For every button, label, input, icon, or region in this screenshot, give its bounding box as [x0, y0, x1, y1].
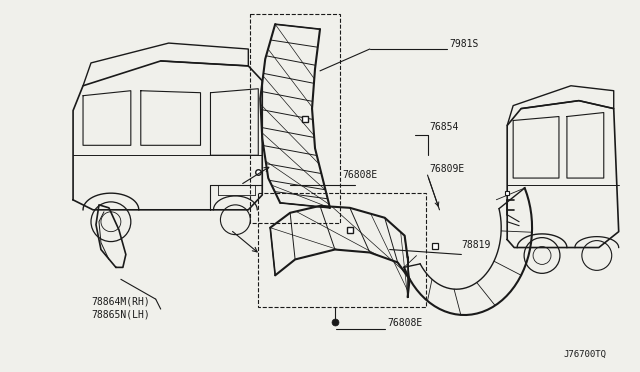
Text: 78864M(RH): 78864M(RH) — [91, 296, 150, 306]
Text: J76700TQ: J76700TQ — [564, 350, 607, 359]
Text: 76809E: 76809E — [429, 164, 465, 174]
Text: 76854: 76854 — [429, 122, 459, 132]
Text: 76808E: 76808E — [342, 170, 377, 180]
Text: 76808E: 76808E — [388, 318, 423, 328]
Text: 78865N(LH): 78865N(LH) — [91, 309, 150, 319]
Text: 78819: 78819 — [461, 240, 491, 250]
Text: 7981S: 7981S — [449, 39, 479, 49]
